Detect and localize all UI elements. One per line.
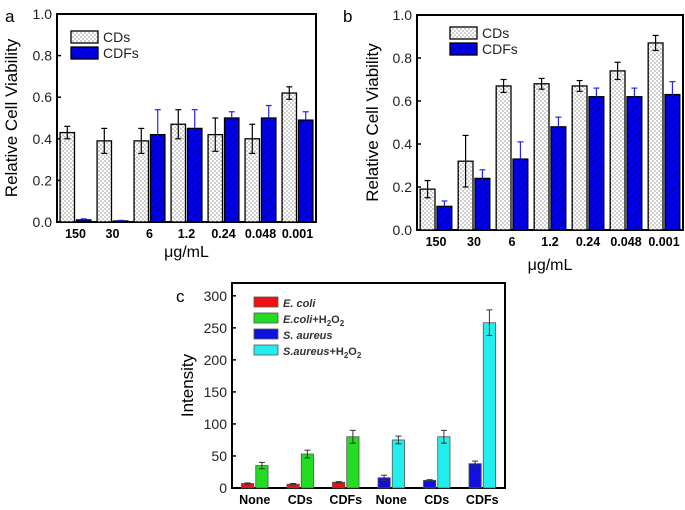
bar-cdfs: [75, 219, 92, 223]
bar-cdfs: [149, 133, 166, 223]
legend-label: CDFs: [103, 45, 139, 61]
legend-label: S.aureus+H2O2: [283, 346, 362, 360]
y-axis-label: Intensity: [178, 353, 197, 417]
bar-cdfs: [474, 177, 491, 231]
x-tick-label: 0.001: [282, 227, 313, 241]
x-tick-label: 1.2: [541, 235, 558, 249]
bar-cds: [59, 131, 76, 223]
bar-series-2: [468, 463, 482, 489]
bar-cdfs: [664, 93, 681, 231]
x-tick-label: 0.048: [245, 227, 276, 241]
x-tick-label: CDFs: [466, 493, 499, 507]
x-tick-label: 6: [146, 227, 153, 241]
legend-label: E.coli+H2O2: [283, 314, 345, 328]
legend-swatch-cdfs: [70, 46, 99, 60]
x-tick-label: 1.2: [178, 227, 195, 241]
x-tick-label: CDs: [424, 493, 449, 507]
legend-label: CDs: [482, 25, 509, 41]
x-tick-label: 150: [65, 227, 86, 241]
y-tick-label: 1.0: [393, 7, 413, 23]
plot-frame: [416, 14, 684, 231]
panel-label: c: [176, 287, 185, 306]
bar-series-3: [437, 436, 451, 489]
bar-cdfs: [550, 126, 567, 231]
y-tick-label: 50: [211, 448, 227, 464]
x-axis-label: μg/mL: [164, 244, 209, 261]
bar-series-1: [300, 453, 314, 489]
legend-swatch-cds: [70, 30, 99, 44]
y-tick-label: 250: [204, 320, 228, 336]
y-tick-label: 100: [204, 416, 228, 432]
x-tick-label: 30: [467, 235, 481, 249]
legend-swatch: [253, 296, 279, 308]
x-tick-label: 0.24: [576, 235, 600, 249]
panel-c: c 0 50 100 150 200 250 300 Intensity None CDs CDFs N…: [176, 282, 506, 507]
y-axis-label: Relative Cell Viability: [2, 38, 21, 197]
legend-swatch: [253, 344, 279, 356]
legend-label: CDs: [103, 29, 130, 45]
x-tick-label: CDFs: [329, 493, 362, 507]
bar-series-1: [346, 436, 360, 489]
y-tick-label: 0.6: [33, 89, 53, 105]
legend-label: CDFs: [482, 41, 518, 57]
plot-frame: [56, 13, 317, 223]
bar-cdfs: [588, 96, 605, 231]
x-tick-label: 30: [106, 227, 120, 241]
bar-cdfs: [186, 127, 203, 223]
legend-label: E. coli: [283, 298, 316, 310]
y-tick-label: 0.0: [393, 222, 413, 238]
bar-cdfs: [223, 117, 240, 223]
y-tick-label: 0.2: [393, 179, 413, 195]
x-tick-label: CDs: [288, 493, 313, 507]
bar-series-3: [391, 439, 405, 489]
x-tick-label: None: [376, 493, 407, 507]
bar-cdfs: [260, 117, 277, 223]
x-tick-label: None: [239, 493, 270, 507]
legend-label: S. aureus: [283, 330, 333, 342]
bar-cds: [647, 42, 664, 231]
bar-cds: [609, 70, 626, 231]
x-tick-label: 150: [426, 235, 447, 249]
bar-cdfs: [112, 220, 129, 223]
panel-label: b: [343, 7, 352, 26]
panel-label: a: [5, 7, 15, 26]
y-tick-label: 0: [219, 480, 227, 496]
bar-cds: [281, 92, 298, 223]
panel-a: a 0.0 0.2 0.4 0.6 0.8 1.0 Relative Cell Viabili…: [2, 6, 317, 261]
bar-cdfs: [436, 205, 453, 231]
x-tick-label: 0.24: [211, 227, 235, 241]
bar-cds: [495, 85, 512, 231]
bar-cds: [533, 83, 550, 231]
y-tick-label: 1.0: [33, 6, 53, 22]
y-axis-label: Relative Cell Viability: [363, 43, 382, 202]
plot-frame: [231, 282, 506, 489]
y-tick-label: 0.4: [393, 136, 413, 152]
legend-swatch-cds: [449, 26, 478, 40]
y-tick-label: 0.8: [393, 50, 413, 66]
bar-cdfs: [297, 119, 314, 223]
y-tick-label: 0.2: [33, 172, 53, 188]
x-tick-label: 0.001: [648, 235, 679, 249]
y-tick-label: 0.0: [33, 214, 53, 230]
bar-cdfs: [626, 96, 643, 231]
x-axis-label: μg/mL: [528, 257, 573, 274]
y-tick-label: 200: [204, 352, 228, 368]
x-tick-label: 0.048: [610, 235, 641, 249]
y-tick-label: 0.6: [393, 93, 413, 109]
legend-swatch-cdfs: [449, 42, 478, 56]
x-tick-label: 6: [509, 235, 516, 249]
bar-series-2: [423, 479, 437, 489]
panel-b: b 0.0 0.2 0.4 0.6 0.8 1.0 Relative Cell Viabili…: [343, 7, 684, 274]
y-tick-label: 150: [204, 384, 228, 400]
bar-cdfs: [512, 158, 529, 231]
y-tick-label: 0.4: [33, 131, 53, 147]
bar-series-3: [482, 322, 496, 489]
bar-cds: [571, 85, 588, 231]
legend-swatch: [253, 312, 279, 324]
y-tick-label: 0.8: [33, 48, 53, 64]
legend-swatch: [253, 328, 279, 340]
y-tick-label: 300: [204, 288, 228, 304]
